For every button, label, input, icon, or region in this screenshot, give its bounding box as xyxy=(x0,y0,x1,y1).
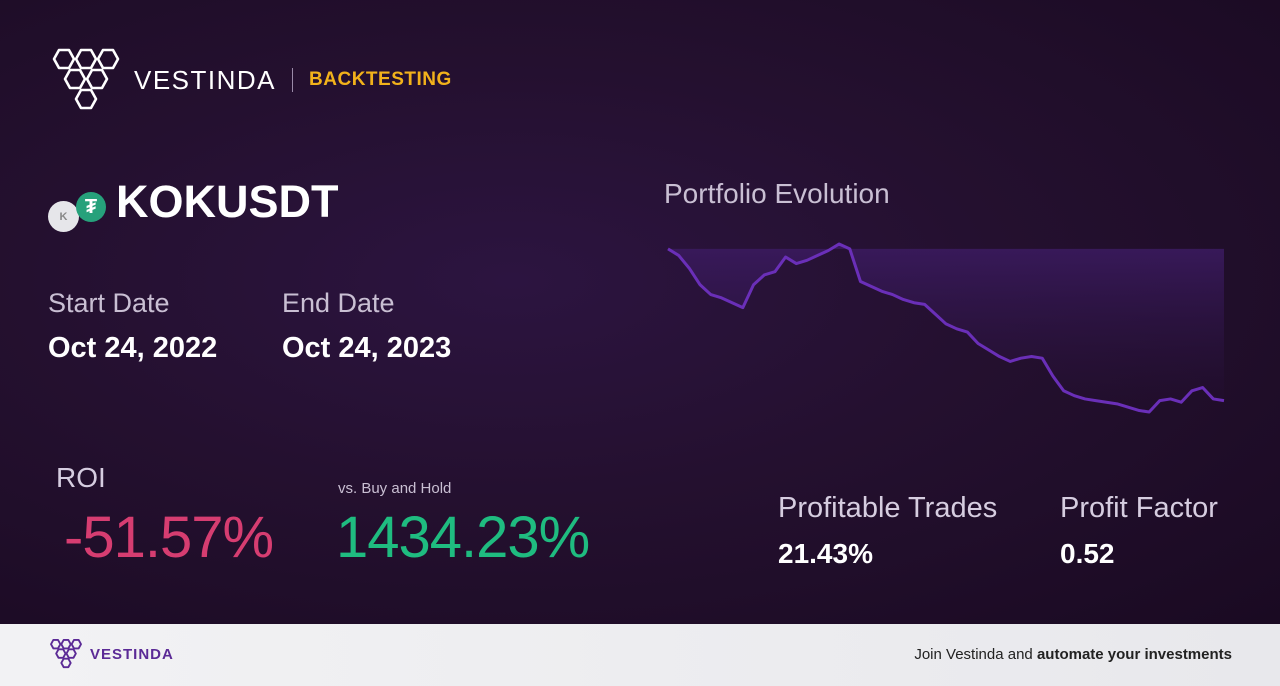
footer-cta-bold: automate your investments xyxy=(1036,646,1232,663)
buy-hold-value: 1434.23% xyxy=(336,505,590,570)
footer-brand: VESTINDA xyxy=(90,645,174,663)
start-date-label: Start Date xyxy=(48,288,170,318)
backtesting-tag: BACKTESTING xyxy=(309,69,452,90)
profit-factor-label: Profit Factor xyxy=(1060,492,1218,524)
portfolio-evolution-chart xyxy=(667,242,1225,414)
start-date-value: Oct 24, 2022 xyxy=(48,332,218,364)
tether-coin-icon: ₮ xyxy=(76,192,106,222)
vestinda-hexagon-logo-icon xyxy=(50,639,82,669)
profit-factor-value: 0.52 xyxy=(1060,538,1115,569)
vestinda-logo: VESTINDA BACKTESTING xyxy=(48,48,452,112)
footer-cta-prefix: Join Vestinda and xyxy=(914,646,1037,663)
end-date-value: Oct 24, 2023 xyxy=(282,332,452,364)
portfolio-area xyxy=(668,244,1224,412)
main-panel: VESTINDA BACKTESTING K ₮ KOKUSDT Start D… xyxy=(0,0,1280,624)
footer-cta[interactable]: Join Vestinda and automate your investme… xyxy=(914,646,1232,663)
brand-divider xyxy=(292,68,294,92)
chart-title: Portfolio Evolution xyxy=(664,178,890,209)
brand-name: VESTINDA xyxy=(134,64,277,95)
vestinda-hexagon-logo-icon xyxy=(52,48,120,110)
footer-logo[interactable]: VESTINDA xyxy=(48,639,174,669)
koku-coin-icon: K xyxy=(48,201,79,232)
profitable-trades-label: Profitable Trades xyxy=(778,492,998,524)
buy-hold-label: vs. Buy and Hold xyxy=(338,480,452,497)
portfolio-line xyxy=(667,242,1225,414)
profitable-trades-value: 21.43% xyxy=(778,538,873,569)
roi-value: -51.57% xyxy=(64,505,274,570)
footer: VESTINDA Join Vestinda and automate your… xyxy=(0,624,1280,686)
pair-name: KOKUSDT xyxy=(116,176,339,227)
end-date-label: End Date xyxy=(282,288,395,318)
roi-label: ROI xyxy=(56,462,106,493)
